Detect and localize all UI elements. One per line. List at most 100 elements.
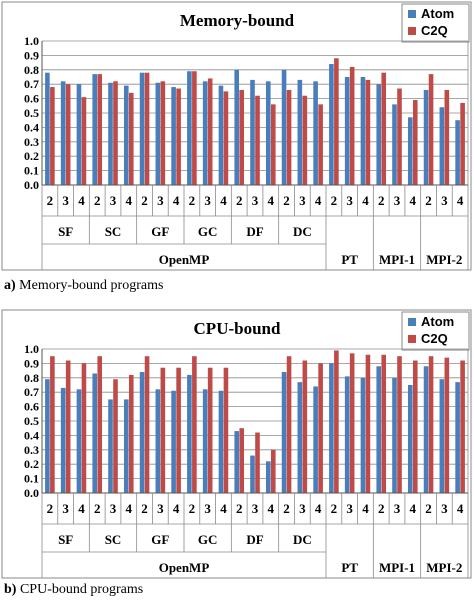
x-tick-label: 3: [157, 501, 164, 516]
bar-c2q-25: [444, 357, 450, 493]
bar-c2q-26: [460, 360, 465, 493]
bar-c2q-22: [397, 356, 402, 493]
x-tick-label: 2: [283, 193, 290, 208]
group-label: PT: [341, 252, 358, 267]
x-tick-label: 2: [189, 193, 196, 208]
bar-c2q-22: [397, 88, 402, 185]
group-label: PT: [341, 560, 358, 575]
x-tick-label: 4: [268, 193, 275, 208]
y-tick-label: 1.0: [24, 34, 39, 48]
cpu-bound-panel: CPU-bound Atom C2Q 0.0 0.1 0.2 0.3 0.4 0.5 0.6 0.7…: [0, 300, 474, 604]
x-tick-label: 3: [441, 501, 448, 516]
legend: Atom C2Q: [401, 311, 470, 351]
x-tick-label: 3: [441, 193, 448, 208]
bar-c2q-16: [302, 360, 308, 493]
bar-atom-4: [108, 399, 113, 493]
bar-c2q-0: [50, 356, 55, 493]
bar-c2q-19: [349, 353, 355, 493]
group-label: MPI-2: [426, 252, 462, 267]
bar-atom-0: [45, 72, 50, 185]
group-label: DF: [246, 532, 263, 547]
x-tick-label: 3: [394, 501, 401, 516]
bar-atom-23: [407, 117, 413, 185]
bar-c2q-21: [381, 72, 387, 185]
x-tick-label: 3: [252, 501, 259, 516]
y-tick-label: 0.9: [24, 48, 39, 62]
bar-c2q-2: [81, 97, 87, 185]
caption-a: a) Memory-bound programs: [4, 278, 163, 294]
bar-c2q-14: [270, 449, 276, 493]
y-tick-label: 0.2: [24, 457, 39, 471]
x-tick-label: 2: [141, 501, 148, 516]
y-tick-label: 0.6: [24, 92, 39, 106]
x-tick-label: 4: [315, 501, 322, 516]
bar-atom-2: [76, 389, 82, 493]
bar-c2q-5: [128, 92, 134, 185]
x-tick-label: 2: [378, 501, 385, 516]
bar-c2q-24: [428, 74, 434, 185]
x-tick-label: 3: [110, 193, 117, 208]
x-tick-label: 3: [110, 501, 117, 516]
bar-c2q-11: [223, 91, 229, 185]
bar-atom-21: [376, 366, 382, 493]
bar-atom-26: [455, 120, 460, 185]
bar-atom-4: [108, 82, 113, 185]
bar-atom-10: [202, 81, 208, 185]
bar-c2q-5: [128, 374, 134, 493]
y-tick-label: 0.4: [24, 428, 39, 442]
bar-atom-14: [265, 81, 271, 185]
bar-c2q-16: [302, 95, 308, 185]
bar-c2q-20: [365, 354, 371, 493]
bar-atom-7: [155, 389, 161, 493]
x-tick-label: 3: [346, 501, 353, 516]
bar-atom-16: [297, 79, 303, 185]
bar-c2q-6: [144, 356, 150, 493]
x-tick-label: 4: [457, 193, 464, 208]
bar-atom-11: [218, 390, 224, 493]
legend-label-c2q: C2Q: [421, 23, 448, 38]
x-tick-label: 4: [410, 501, 417, 516]
bar-atom-18: [329, 363, 334, 493]
y-tick-label: 0.0: [24, 178, 39, 192]
bar-c2q-19: [349, 66, 355, 185]
y-tick-label: 0.5: [24, 106, 39, 120]
supergroup-label: OpenMP: [159, 560, 210, 575]
x-tick-label: 2: [283, 501, 290, 516]
bar-atom-25: [439, 107, 445, 185]
x-tick-label: 2: [141, 193, 148, 208]
bar-c2q-13: [255, 95, 260, 185]
bar-atom-1: [60, 81, 66, 185]
bar-c2q-20: [365, 79, 371, 185]
bar-c2q-14: [270, 104, 276, 185]
bar-atom-12: [234, 431, 240, 493]
legend-label-atom: Atom: [421, 6, 454, 21]
chart-title: Memory-bound: [180, 11, 295, 30]
x-tick-label: 2: [378, 193, 385, 208]
group-label: MPI-2: [426, 560, 462, 575]
bar-c2q-9: [192, 356, 197, 493]
x-tick-label: 3: [252, 193, 259, 208]
bar-atom-19: [344, 77, 350, 185]
bar-atom-6: [139, 372, 145, 493]
legend-swatch-atom: [408, 10, 416, 18]
caption-a-letter: a): [4, 278, 16, 293]
bar-c2q-23: [412, 100, 418, 185]
x-tick-label: 3: [204, 501, 211, 516]
bar-c2q-9: [192, 71, 197, 185]
x-tick-label: 2: [47, 193, 54, 208]
bar-c2q-12: [239, 89, 245, 185]
bar-c2q-8: [176, 367, 181, 493]
x-tick-label: 3: [204, 193, 211, 208]
bar-c2q-15: [286, 356, 292, 493]
bar-atom-2: [76, 84, 82, 185]
bar-atom-25: [439, 379, 445, 493]
x-tick-label: 4: [78, 501, 85, 516]
group-label: SF: [58, 532, 73, 547]
x-tick-label: 4: [410, 193, 417, 208]
x-tick-label: 3: [299, 193, 306, 208]
bar-atom-1: [60, 387, 66, 493]
x-tick-label: 4: [268, 501, 275, 516]
bar-atom-9: [187, 374, 192, 493]
x-tick-label: 3: [346, 193, 353, 208]
memory-bound-chart: Memory-bound Atom C2Q 0.00.10.20.30.40.50.6…: [1, 1, 472, 271]
